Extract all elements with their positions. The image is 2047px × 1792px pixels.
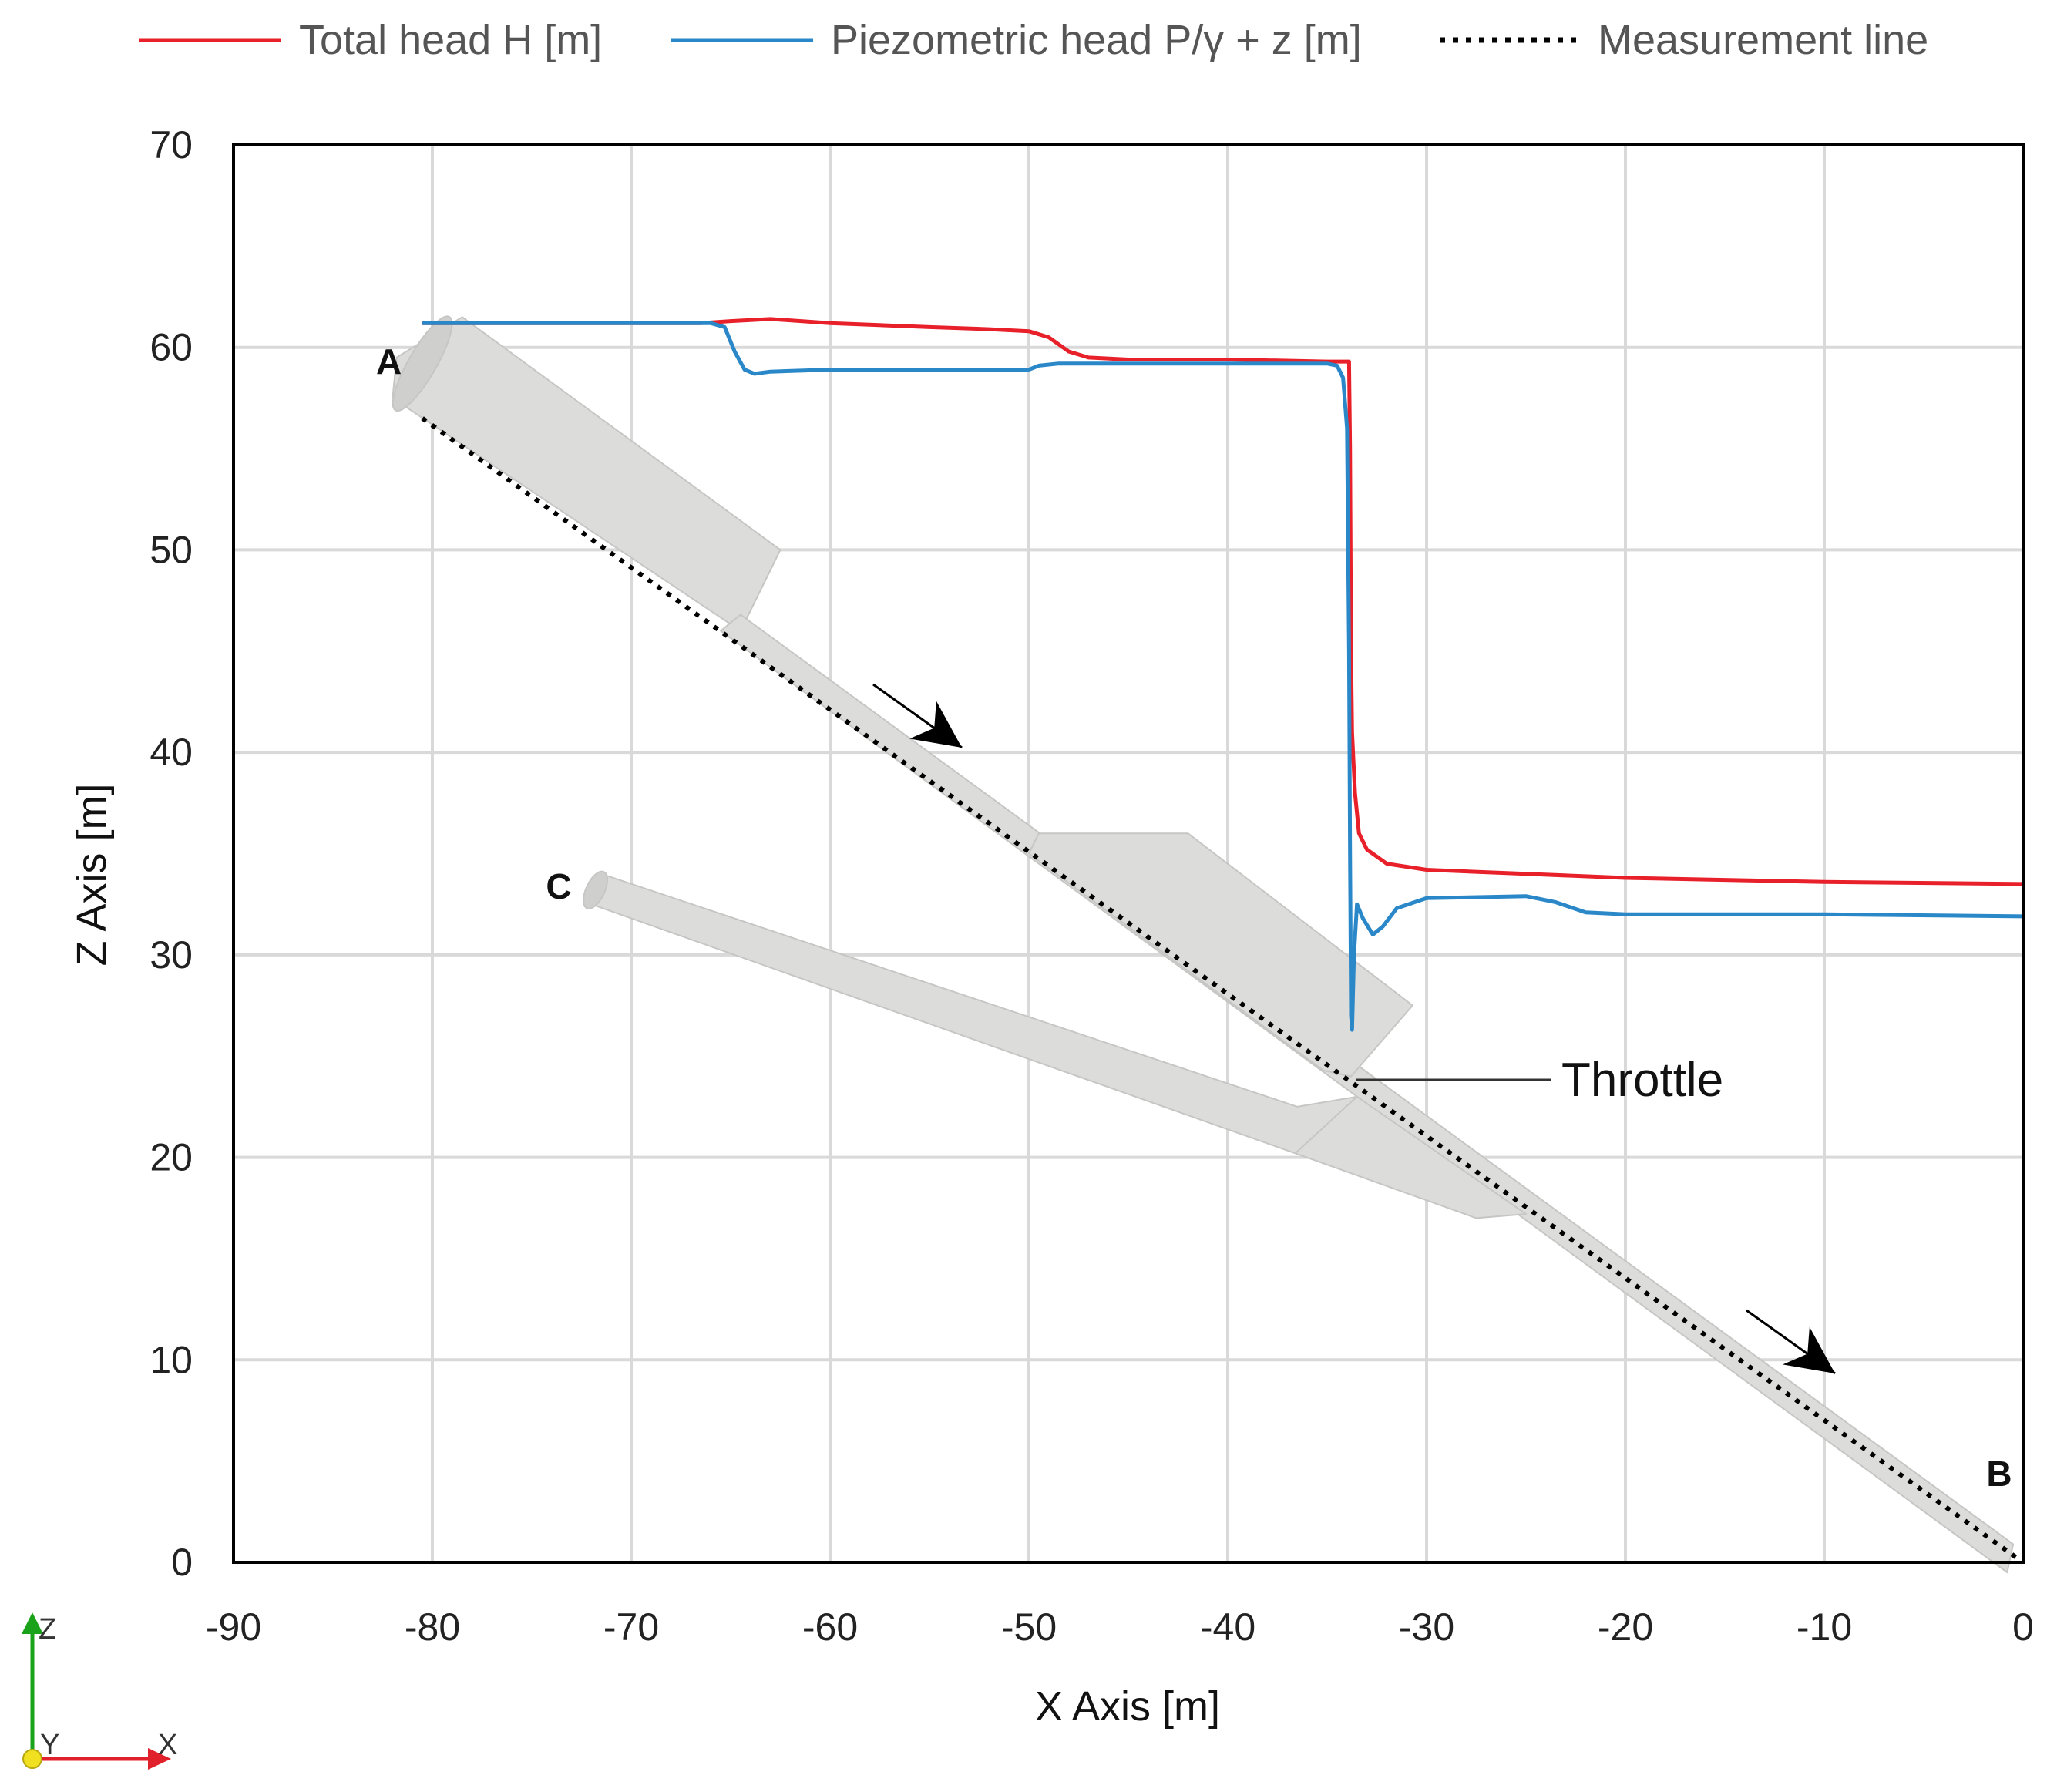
- annotation-b: B: [1986, 1454, 2012, 1494]
- y-tick-label: 40: [150, 731, 193, 774]
- annotation-throttle: Throttle: [1561, 1054, 1723, 1107]
- axis-triad: Z Y X: [22, 1612, 177, 1770]
- y-tick-label: 70: [150, 123, 193, 166]
- legend-item: Piezometric head P/γ + z [m]: [671, 17, 1362, 63]
- pipe-end-cap-c: [583, 870, 609, 909]
- legend-label: Piezometric head P/γ + z [m]: [831, 17, 1362, 63]
- y-tick-label: 10: [150, 1338, 193, 1381]
- x-tick-label: -40: [1200, 1605, 1255, 1649]
- triad-z-label: Z: [39, 1613, 56, 1646]
- legend-label: Total head H [m]: [299, 17, 602, 63]
- y-tick-label: 50: [150, 528, 193, 571]
- upper-reservoir-pipe: [392, 316, 781, 632]
- legend: Total head H [m] Piezometric head P/γ + z…: [139, 17, 1928, 63]
- plot-frame: [232, 143, 2025, 1564]
- measurement-line: [421, 416, 2025, 1565]
- triad-x-label: X: [158, 1729, 177, 1761]
- x-tick-label: -90: [206, 1605, 261, 1649]
- triad-z-arrowhead: [22, 1612, 43, 1634]
- y-tick-label: 0: [171, 1541, 193, 1584]
- legend-label: Measurement line: [1598, 17, 1928, 63]
- pipe-end-cap-a: [392, 315, 453, 412]
- total-head-line: [422, 317, 2024, 886]
- tick-labels: -90 -80 -70 -60 -50 -40 -30 -20 -10 0 0 10 20 30 40 50 6…: [150, 123, 2034, 1649]
- triad-y-label: Y: [40, 1729, 59, 1761]
- x-axis-label: X Axis [m]: [1035, 1683, 1220, 1730]
- x-tick-label: -20: [1598, 1605, 1653, 1649]
- y-tick-label: 60: [150, 326, 193, 369]
- annotation-c: C: [546, 866, 571, 906]
- legend-item: Measurement line: [1440, 17, 1928, 63]
- x-tick-label: -80: [405, 1605, 460, 1649]
- y-tick-label: 30: [150, 933, 193, 977]
- plot-area-border: [232, 143, 2025, 1564]
- x-tick-label: -30: [1399, 1605, 1454, 1649]
- flow-arrow-lower: [1746, 1309, 1836, 1375]
- x-tick-label: -60: [802, 1605, 858, 1649]
- series-lines: [421, 317, 2025, 1565]
- pipe-geometry: [392, 315, 2015, 1574]
- x-tick-label: 0: [2012, 1605, 2034, 1649]
- x-tick-label: -50: [1001, 1605, 1057, 1649]
- main-penstock-pipe: [720, 614, 2015, 1574]
- y-axis-label: Z Axis [m]: [69, 783, 115, 966]
- triad-y-axis-dot: [22, 1749, 42, 1769]
- flow-arrow-upper: [872, 683, 963, 749]
- x-tick-label: -70: [603, 1605, 659, 1649]
- triad-x-arrowhead: [148, 1748, 171, 1770]
- annotation-a: A: [376, 341, 402, 382]
- x-tick-label: -10: [1797, 1605, 1852, 1649]
- legend-item: Total head H [m]: [139, 17, 602, 63]
- piezometric-head-line: [422, 321, 2024, 1032]
- junction-transition: [1294, 1095, 1527, 1219]
- throttle-chamber: [1028, 832, 1413, 1078]
- y-tick-label: 20: [150, 1136, 193, 1179]
- annotations: A B C Throttle: [376, 341, 2012, 1494]
